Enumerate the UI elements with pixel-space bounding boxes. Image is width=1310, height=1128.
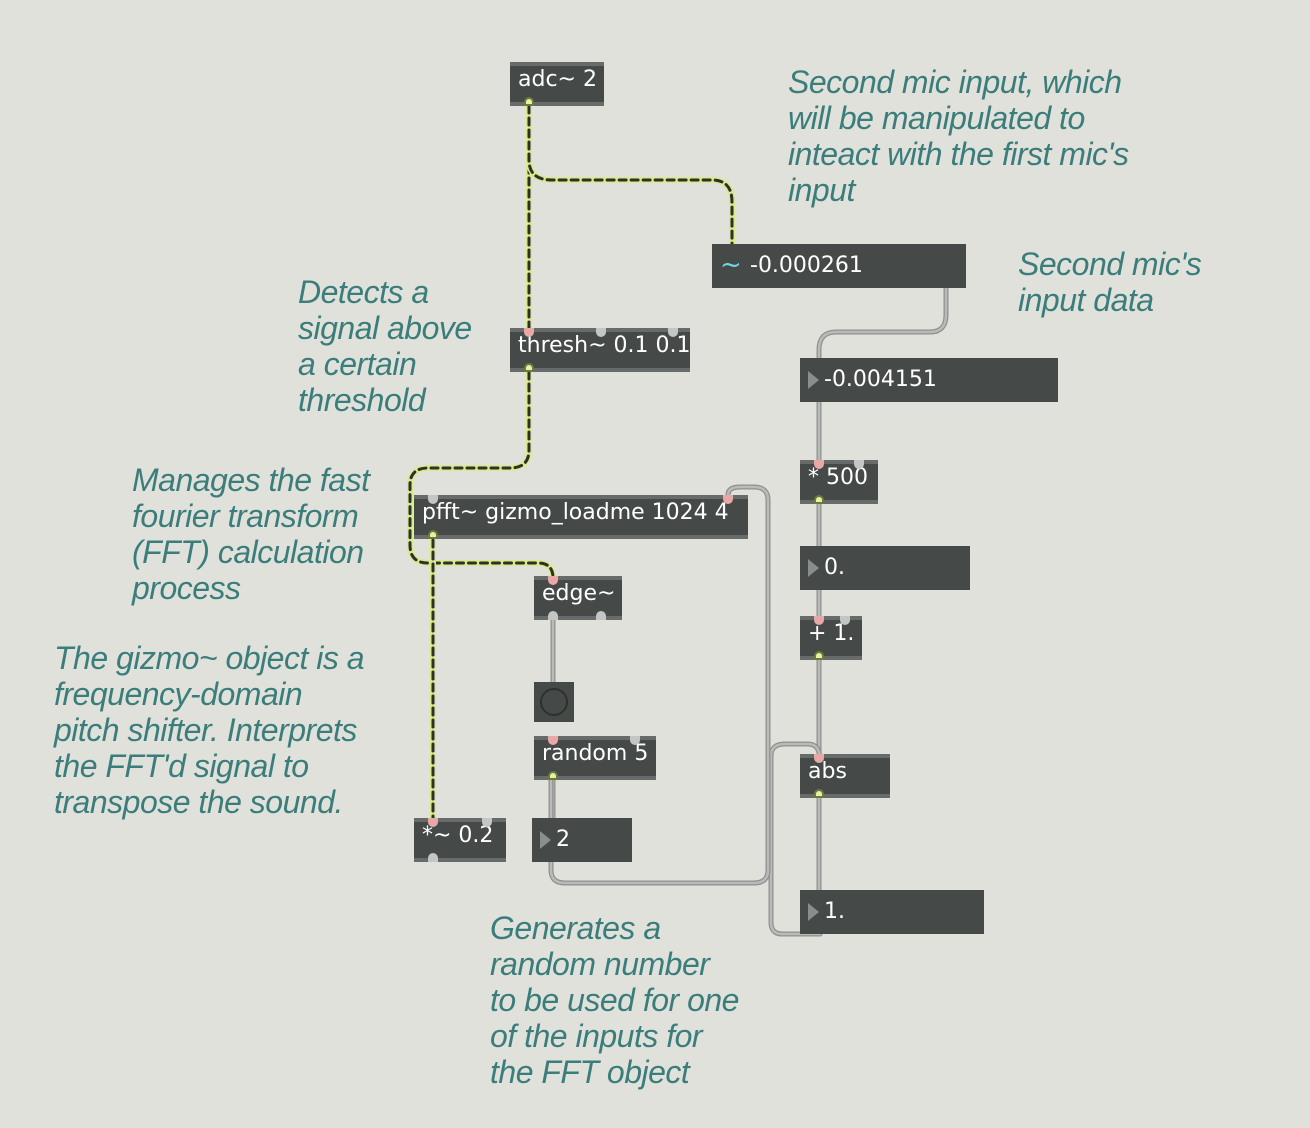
random-inlet-2[interactable] xyxy=(630,736,640,745)
abs-output-value: 1. xyxy=(824,899,845,924)
random-output-value: 2 xyxy=(556,827,570,852)
bang-button[interactable] xyxy=(534,682,574,722)
signal-multiply-inlet-1[interactable] xyxy=(428,818,438,827)
thresh-outlet[interactable] xyxy=(524,363,534,372)
number-triangle-icon xyxy=(808,903,819,921)
random-outlet[interactable] xyxy=(548,771,558,780)
adc-outlet[interactable] xyxy=(524,97,534,106)
random-output-number[interactable]: 2 xyxy=(532,818,632,862)
pfft-outlet[interactable] xyxy=(428,530,438,539)
abs-label: abs xyxy=(808,759,847,784)
signal-multiply-inlet-2[interactable] xyxy=(482,818,492,827)
multiply-outlet[interactable] xyxy=(814,495,824,504)
signal-multiply-outlet[interactable] xyxy=(428,853,438,862)
adc-label: adc~ 2 xyxy=(518,67,597,92)
signal-value-display[interactable]: ~ -0.000261 xyxy=(712,244,966,288)
comment-gizmo: The gizmo~ object is a frequency-domain … xyxy=(54,640,365,820)
random-label: random 5 xyxy=(542,741,649,766)
add-1-object[interactable]: + 1. xyxy=(800,616,862,660)
multiply-inlet-1[interactable] xyxy=(814,460,824,469)
pfft-inlet-1[interactable] xyxy=(428,495,438,504)
thresh-inlet-3[interactable] xyxy=(668,328,678,337)
signal-cords[interactable] xyxy=(407,103,735,823)
add-outlet[interactable] xyxy=(814,651,824,660)
comment-detects-threshold: Detects a signal above a certain thresho… xyxy=(298,274,472,418)
scaled-value: 0. xyxy=(824,555,845,580)
signal-value: -0.000261 xyxy=(750,253,863,278)
abs-output-number[interactable]: 1. xyxy=(800,890,984,934)
comment-second-mic: Second mic input, which will be manipula… xyxy=(788,64,1129,208)
edge-outlet-1[interactable] xyxy=(548,611,558,620)
signal-multiply-label: *~ 0.2 xyxy=(422,823,494,848)
random-inlet-1[interactable] xyxy=(548,736,558,745)
pfft-inlet-2[interactable] xyxy=(723,495,733,504)
abs-object[interactable]: abs xyxy=(800,754,890,798)
mic-data-value: -0.004151 xyxy=(824,367,937,392)
edge-object[interactable]: edge~ xyxy=(534,576,622,620)
comment-random-number: Generates a random number to be used for… xyxy=(490,910,739,1090)
adc-object[interactable]: adc~ 2 xyxy=(510,62,604,106)
number-triangle-icon xyxy=(808,371,819,389)
multiply-inlet-2[interactable] xyxy=(854,460,864,469)
abs-inlet[interactable] xyxy=(814,754,824,763)
pfft-label: pfft~ gizmo_loadme 1024 4 xyxy=(422,500,729,525)
thresh-inlet-2[interactable] xyxy=(596,328,606,337)
add-inlet-2[interactable] xyxy=(840,616,850,625)
number-triangle-icon xyxy=(540,831,551,849)
thresh-inlet-1[interactable] xyxy=(524,328,534,337)
edge-inlet[interactable] xyxy=(548,576,558,585)
abs-outlet[interactable] xyxy=(814,789,824,798)
control-cords[interactable] xyxy=(548,285,949,937)
add-1-label: + 1. xyxy=(808,621,855,646)
mic-data-number[interactable]: -0.004151 xyxy=(800,358,1058,402)
edge-label: edge~ xyxy=(542,581,616,606)
edge-outlet-2[interactable] xyxy=(596,611,606,620)
bang-circle-icon xyxy=(540,688,568,716)
multiply-500-object[interactable]: * 500 xyxy=(800,460,878,504)
scaled-number[interactable]: 0. xyxy=(800,546,970,590)
add-inlet-1[interactable] xyxy=(814,616,824,625)
thresh-label: thresh~ 0.1 0.1 xyxy=(518,333,691,358)
number-triangle-icon xyxy=(808,559,819,577)
comment-second-mic-data: Second mic's input data xyxy=(1018,246,1202,318)
multiply-500-label: * 500 xyxy=(808,465,868,490)
signal-tilde-icon: ~ xyxy=(720,250,742,280)
pfft-object[interactable]: pfft~ gizmo_loadme 1024 4 xyxy=(414,495,748,539)
signal-multiply-object[interactable]: *~ 0.2 xyxy=(414,818,506,862)
comment-manages-fft: Manages the fast fourier transform (FFT)… xyxy=(132,462,370,606)
random-object[interactable]: random 5 xyxy=(534,736,656,780)
thresh-object[interactable]: thresh~ 0.1 0.1 xyxy=(510,328,690,372)
